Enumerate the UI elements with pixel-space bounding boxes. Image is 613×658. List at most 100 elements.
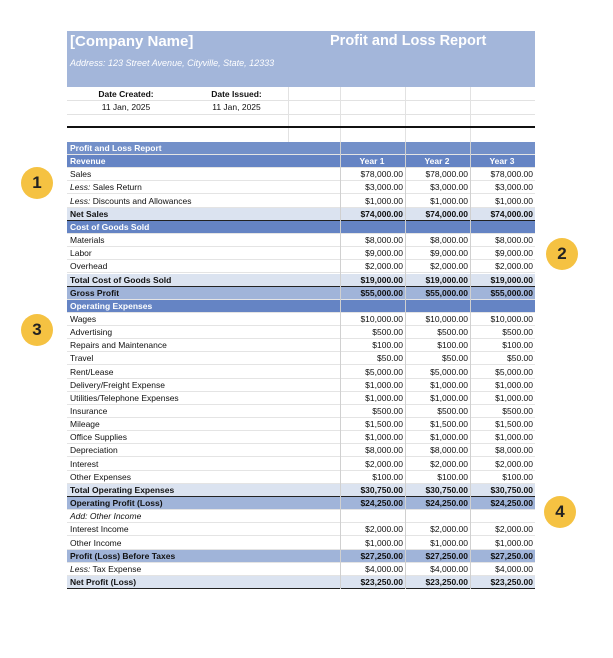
row-label: Operating Expenses <box>70 300 152 313</box>
row-label: Materials <box>70 234 104 247</box>
row-label-text: Gross Profit <box>70 287 120 298</box>
row-value: $1,000.00 <box>365 392 403 403</box>
callout: 4 <box>544 496 576 528</box>
row-label-text: Travel <box>70 353 94 364</box>
row-value: $74,000.00 <box>360 208 403 219</box>
row-label: Wages <box>70 313 96 326</box>
row-label: Labor <box>70 247 92 260</box>
row-value: Year 2 <box>424 156 450 167</box>
row-value: $2,000.00 <box>495 261 533 272</box>
table-row: Net Sales $74,000.00 $74,000.00 $74,000.00 <box>67 207 535 221</box>
row-value: $1,000.00 <box>365 379 403 390</box>
row-value: $74,000.00 <box>490 208 533 219</box>
row-value: $55,000.00 <box>360 287 403 298</box>
grid-line <box>470 142 471 590</box>
row-label: Other Expenses <box>70 471 131 484</box>
table-row: Total Cost of Goods Sold $19,000.00 $19,00… <box>67 273 535 287</box>
table-title-row: Profit and Loss Report <box>67 142 535 155</box>
row-value: $2,000.00 <box>365 524 403 535</box>
table-row: Sales $78,000.00 $78,000.00 $78,000.00 <box>67 168 535 182</box>
row-value: $50.00 <box>377 353 403 364</box>
row-value: $1,000.00 <box>365 537 403 548</box>
row-value: $2,000.00 <box>430 261 468 272</box>
row-label-text: Net Profit (Loss) <box>70 576 137 587</box>
row-label: Delivery/Freight Expense <box>70 379 165 392</box>
row-label-text: Advertising <box>70 327 113 338</box>
row-label: Other Income <box>70 537 122 550</box>
table-row: Materials $8,000.00 $8,000.00 $8,000.00 <box>67 234 535 248</box>
row-label-text: Materials <box>70 235 105 246</box>
table-row: Operating Profit (Loss) $24,250.00 $24,250… <box>67 497 535 511</box>
row-value: $2,000.00 <box>430 524 468 535</box>
row-value: $8,000.00 <box>365 445 403 456</box>
row-value: $78,000.00 <box>425 169 468 180</box>
row-label-text: Discounts and Allowances <box>92 195 192 206</box>
row-value: $100.00 <box>437 471 468 482</box>
divider <box>67 126 535 128</box>
row-value: $9,000.00 <box>495 248 533 259</box>
date-issued: 11 Jan, 2025 <box>212 102 261 112</box>
row-value: $27,250.00 <box>490 550 533 561</box>
row-value: $19,000.00 <box>490 274 533 285</box>
row-value: $8,000.00 <box>430 445 468 456</box>
row-value: $1,000.00 <box>495 537 533 548</box>
row-value: $24,250.00 <box>360 498 403 509</box>
row-value: $27,250.00 <box>425 550 468 561</box>
row-value: $5,000.00 <box>365 366 403 377</box>
table-row: Repairs and Maintenance $100.00 $100.00 $10… <box>67 339 535 353</box>
row-value: $1,000.00 <box>430 537 468 548</box>
table-row: Total Operating Expenses $30,750.00 $30,75… <box>67 483 535 497</box>
table-row: Delivery/Freight Expense $1,000.00 $1,000.… <box>67 379 535 392</box>
grid-line <box>405 142 406 590</box>
row-label: Overhead <box>70 260 107 273</box>
row-value: $55,000.00 <box>490 287 533 298</box>
report-title: Profit and Loss Report <box>330 33 487 49</box>
date-created: 11 Jan, 2025 <box>101 102 151 112</box>
row-label-text: Other Income <box>70 537 122 548</box>
row-prefix: Less: <box>70 182 91 193</box>
row-label-text: Insurance <box>70 406 108 416</box>
table-row: Labor $9,000.00 $9,000.00 $9,000.00 <box>67 247 535 261</box>
row-value: $10,000.00 <box>360 313 403 324</box>
table-title: Profit and Loss Report <box>70 143 162 153</box>
row-label: Advertising <box>70 326 112 339</box>
row-value: $50.00 <box>507 353 533 364</box>
row-value: $50.00 <box>442 353 468 364</box>
row-value: $100.00 <box>372 340 403 351</box>
row-value: $19,000.00 <box>425 274 468 285</box>
row-value: $2,000.00 <box>430 458 468 469</box>
row-label-text: Add: Other Income <box>70 511 142 522</box>
row-value: $500.00 <box>502 406 533 416</box>
table-row: Office Supplies $1,000.00 $1,000.00 $1,000.… <box>67 431 535 445</box>
row-value: $2,000.00 <box>495 458 533 469</box>
row-label: Revenue <box>70 155 105 168</box>
row-value: $27,250.00 <box>360 550 403 561</box>
row-value: $19,000.00 <box>360 274 403 285</box>
row-value: $2,000.00 <box>495 524 533 535</box>
row-label-text: Net Sales <box>70 208 109 219</box>
table-row: Other Income $1,000.00 $1,000.00 $1,000.00 <box>67 537 535 550</box>
row-label: Mileage <box>70 418 100 431</box>
row-value: $500.00 <box>502 327 533 338</box>
row-value: $500.00 <box>437 406 468 416</box>
table-row: Insurance $500.00 $500.00 $500.00 <box>67 405 535 418</box>
row-value: $23,250.00 <box>490 576 533 587</box>
row-value: $78,000.00 <box>490 169 533 180</box>
row-value: $3,000.00 <box>365 182 403 193</box>
row-label-text: Operating Profit (Loss) <box>70 498 163 509</box>
table-row: Net Profit (Loss) $23,250.00 $23,250.00 $23… <box>67 575 535 589</box>
table-row: Rent/Lease $5,000.00 $5,000.00 $5,000.00 <box>67 366 535 379</box>
row-label: Repairs and Maintenance <box>70 339 167 352</box>
row-label: Utilities/Telephone Expenses <box>70 392 179 405</box>
row-value: Year 3 <box>489 156 515 167</box>
grid-line <box>340 142 341 590</box>
row-label-text: Office Supplies <box>70 432 128 443</box>
row-value: $1,000.00 <box>495 432 533 443</box>
header-band <box>67 31 535 87</box>
row-label-text: Revenue <box>70 156 106 167</box>
row-value: $30,750.00 <box>425 484 468 495</box>
table-row: Less: Sales Return $3,000.00 $3,000.00 $3,0… <box>67 181 535 195</box>
row-label: Add: Other Income <box>70 510 141 523</box>
date-created-label: Date Created: <box>98 89 154 99</box>
table-row: Cost of Goods Sold <box>67 220 535 234</box>
